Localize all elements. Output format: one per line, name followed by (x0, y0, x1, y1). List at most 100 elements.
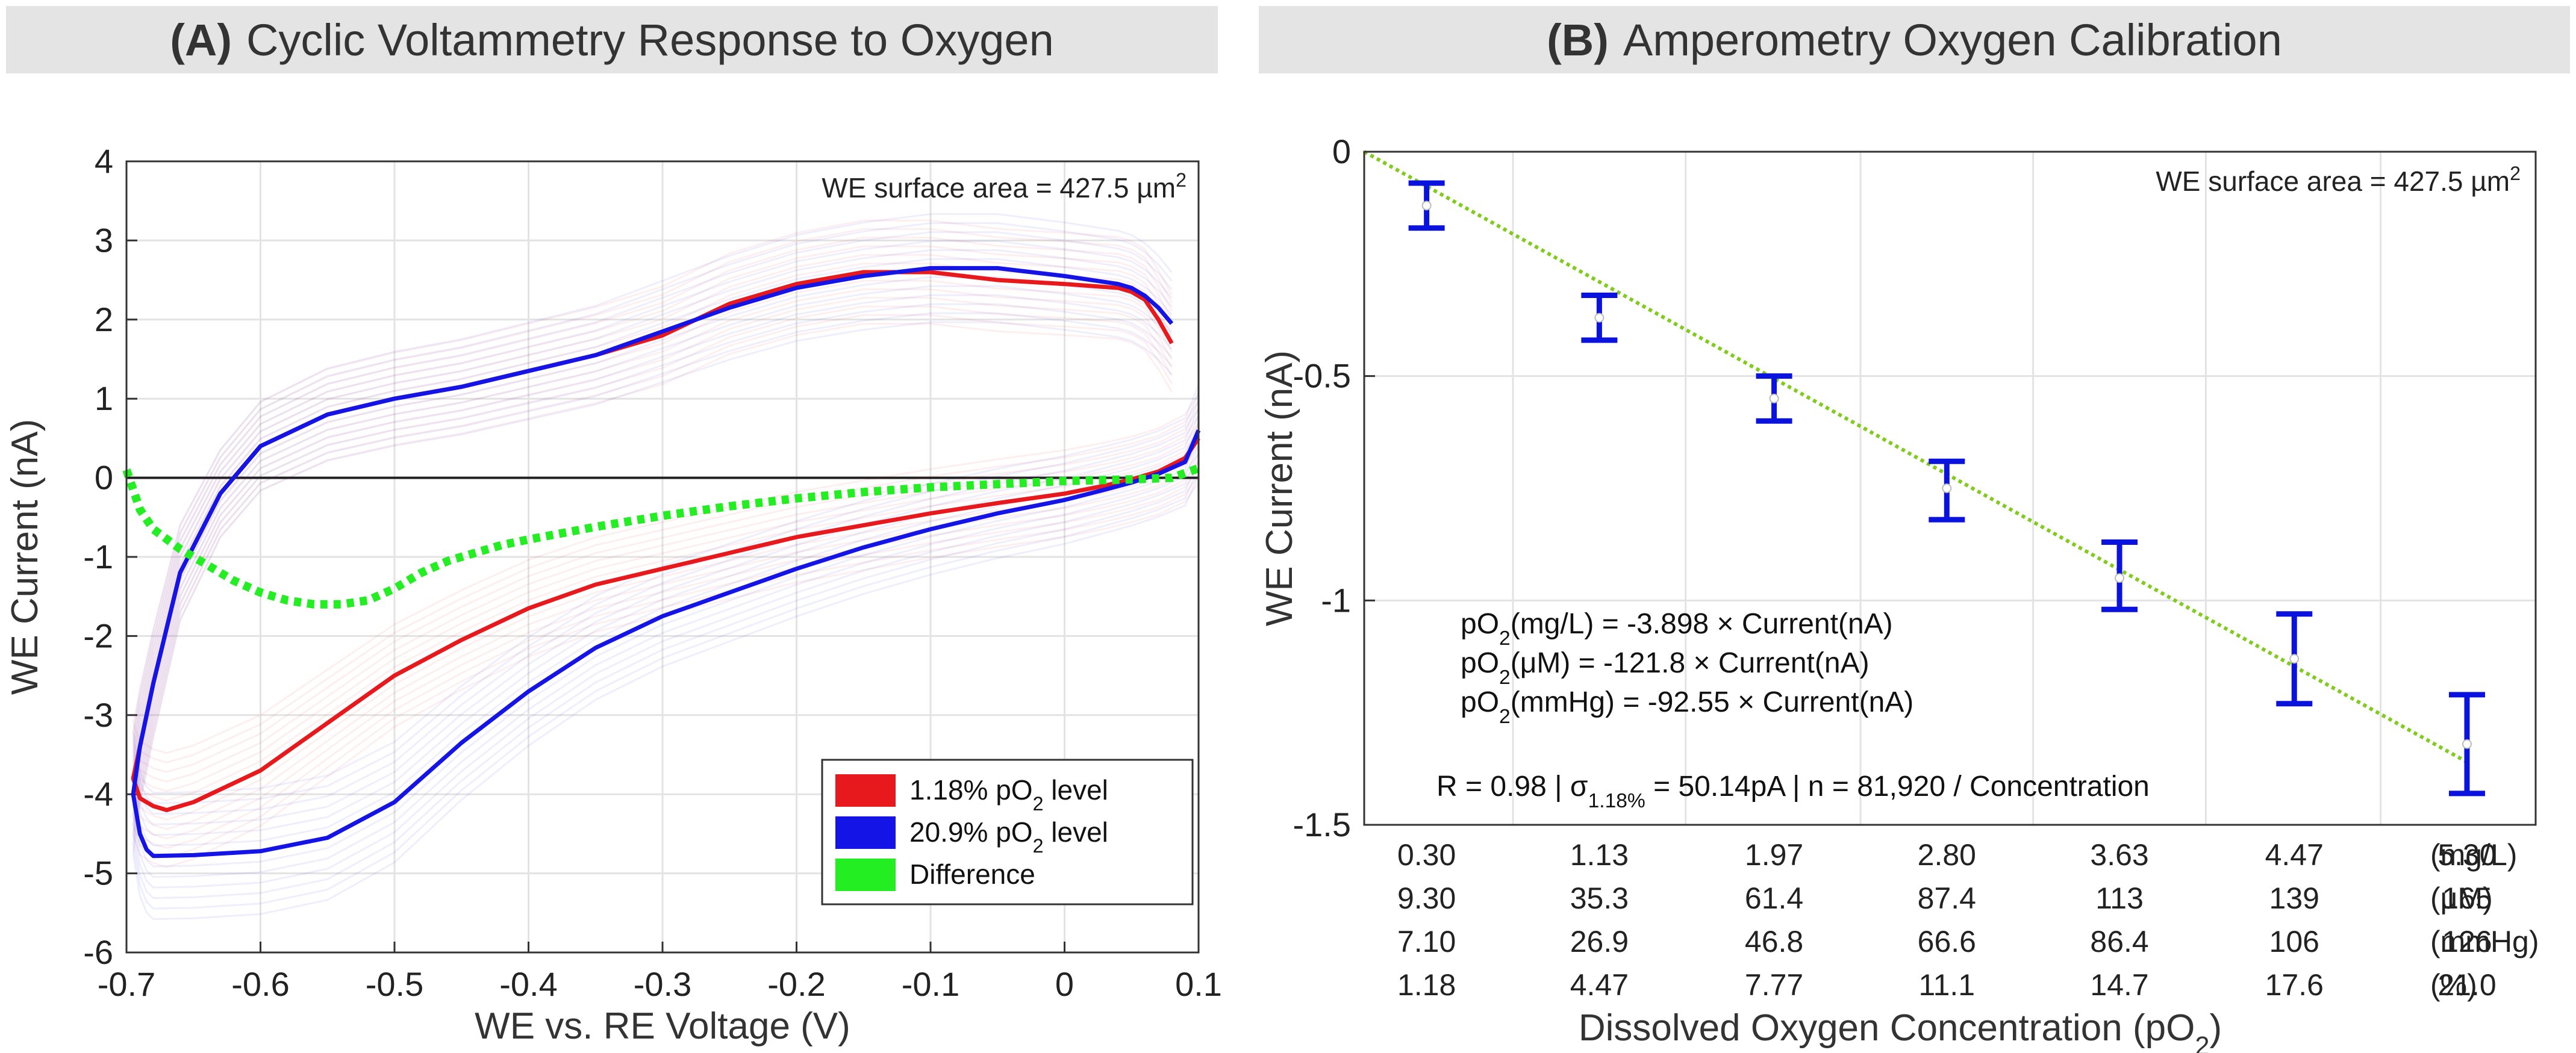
y-tick-label: 2 (95, 300, 113, 338)
panel-a-title-text: Cyclic Voltammetry Response to Oxygen (246, 14, 1054, 65)
x-tick-label: -0.1 (902, 965, 960, 1003)
table-cell: 165 (2442, 881, 2492, 915)
table-cell: 5.30 (2437, 838, 2496, 872)
annotation-text: WE surface area = 427.5 µm (2156, 166, 2510, 197)
plot-frame-b (1363, 151, 2537, 826)
panel-b-letter: (B) (1547, 14, 1609, 65)
y-tick-label: 1 (95, 379, 113, 417)
sweep-trace-red (132, 219, 1200, 754)
x-tick-label: 0.1 (1175, 965, 1222, 1003)
annotation-sup: 2 (1176, 169, 1187, 191)
legend-label-rest: level (1043, 816, 1108, 848)
table-unit: (μM) (2430, 881, 2493, 915)
x-tick-label: -0.3 (634, 965, 692, 1003)
table-cell: 26.9 (1570, 925, 1629, 958)
y-tick-label: -6 (83, 933, 113, 971)
table-cell: 1.97 (1745, 838, 1803, 872)
sweep-trace-red (132, 323, 1200, 868)
table-cell: 17.6 (2265, 968, 2324, 1002)
equation-lhs: pO (1461, 608, 1499, 640)
table-cell: 35.3 (1570, 881, 1629, 915)
sweep-trace-red (132, 253, 1200, 792)
table-cell: 9.30 (1397, 881, 1456, 915)
table-cell: 14.7 (2090, 968, 2148, 1002)
legend-label-text: 1.18% pO (909, 774, 1033, 806)
x-axis-label-sub: 2 (2195, 1032, 2209, 1053)
data-point (1942, 483, 1952, 493)
table-cell: 46.8 (1745, 925, 1803, 958)
equation-rest: (mg/L) = -3.898 × Current(nA) (1511, 608, 1893, 640)
table-cell: 106 (2269, 925, 2319, 958)
x-axis-label-rest: ) (2209, 1007, 2222, 1049)
sweep-trace-red (132, 228, 1200, 764)
y-axis-label: WE Current (nA) (4, 419, 46, 695)
series-line-20.9 (131, 266, 1201, 859)
table-cell: 86.4 (2090, 925, 2148, 958)
series-line-difference (122, 464, 1200, 609)
sweep-trace-blue (132, 303, 1200, 899)
annotation-sup: 2 (2510, 163, 2521, 184)
table-unit: (mmHg) (2430, 925, 2539, 958)
table-cell: 7.10 (1397, 925, 1456, 958)
sweep-trace-blue (132, 231, 1200, 815)
x-tick-label: -0.2 (767, 965, 826, 1003)
equation-sub: 2 (1499, 627, 1511, 650)
equation-lhs: pO (1461, 647, 1499, 679)
equation-rest: (mmHg) = -92.55 × Current(nA) (1511, 686, 1914, 718)
sweep-trace-blue (132, 312, 1200, 910)
equation-lhs: pO (1461, 686, 1499, 718)
table-cell: 1.13 (1570, 838, 1629, 872)
sweep-trace-blue (132, 213, 1200, 794)
data-point (1769, 393, 1779, 403)
surface-area-annotation: WE surface area = 427.5 µm2 (2156, 163, 2521, 197)
y-tick-label: 0 (1332, 132, 1351, 170)
table-cell: 4.47 (1570, 968, 1629, 1002)
table-cell: 21.0 (2437, 968, 2496, 1002)
stats-line: R = 0.98 | σ1.18% = 50.14pA | n = 81,920… (1436, 771, 2150, 812)
table-cell: 61.4 (1745, 881, 1803, 915)
legend-label-text: Difference (909, 859, 1035, 890)
y-tick-label: -0.5 (1293, 357, 1352, 395)
panel-b-title-text: Amperometry Oxygen Calibration (1623, 14, 2282, 65)
stats-pre: R = 0.98 | σ (1436, 771, 1588, 803)
y-tick-label: 3 (95, 221, 113, 259)
x-tick-label: -0.6 (231, 965, 290, 1003)
equation-line: pO2(μM) = -121.8 × Current(nA) (1461, 647, 1870, 689)
y-tick-label: -2 (83, 617, 113, 654)
y-tick-label: -1 (1321, 581, 1351, 619)
equation-rest: (μM) = -121.8 × Current(nA) (1511, 647, 1870, 679)
x-tick-label: -0.4 (499, 965, 558, 1003)
table-cell: 7.77 (1745, 968, 1803, 1002)
equation-line: pO2(mmHg) = -92.55 × Current(nA) (1461, 686, 1913, 728)
equation-line: pO2(mg/L) = -3.898 × Current(nA) (1461, 608, 1893, 650)
legend-label: 1.18% pO2 level (909, 774, 1108, 815)
panel-a-letter: (A) (170, 14, 232, 65)
data-point (2115, 573, 2125, 583)
x-tick-label: -0.5 (366, 965, 424, 1003)
cv-chart: -0.7 -0.6 -0.5 -0.4 -0.3 -0.2 -0.1 0 0.1 4 3 2 1 0 -1 -… (4, 142, 1222, 1047)
annotation-text: WE surface area = 427.5 µm (822, 172, 1176, 203)
table-cell: 11.1 (1919, 968, 1976, 1002)
equation-sub: 2 (1499, 706, 1511, 728)
table-cell: 126 (2442, 925, 2492, 958)
legend-label: 20.9% pO2 level (909, 816, 1108, 857)
table-cell: 139 (2269, 881, 2319, 915)
legend-label-text: 20.9% pO (909, 816, 1033, 848)
table-unit: (mg/L) (2430, 838, 2517, 872)
sweep-trace-red (132, 305, 1200, 850)
table-cell: 0.30 (1397, 838, 1456, 872)
table-unit: (%) (2430, 968, 2477, 1002)
equation-sub: 2 (1499, 666, 1511, 689)
sweep-trace-blue (132, 285, 1200, 878)
panel-a-title: (A) Cyclic Voltammetry Response to Oxyge… (6, 6, 1218, 73)
x-axis-label-text: Dissolved Oxygen Concentration (pO (1579, 1007, 2195, 1049)
fit-line (1363, 150, 2468, 764)
legend-label-sub: 2 (1033, 835, 1044, 857)
stats-post: = 50.14pA | n = 81,920 / Concentration (1645, 771, 2150, 803)
data-point (1594, 312, 1605, 323)
surface-area-annotation: WE surface area = 427.5 µm2 (822, 169, 1187, 203)
stats-sub: 1.18% (1588, 790, 1645, 812)
y-tick-label: -1.5 (1293, 806, 1352, 843)
legend-swatch (835, 859, 896, 891)
